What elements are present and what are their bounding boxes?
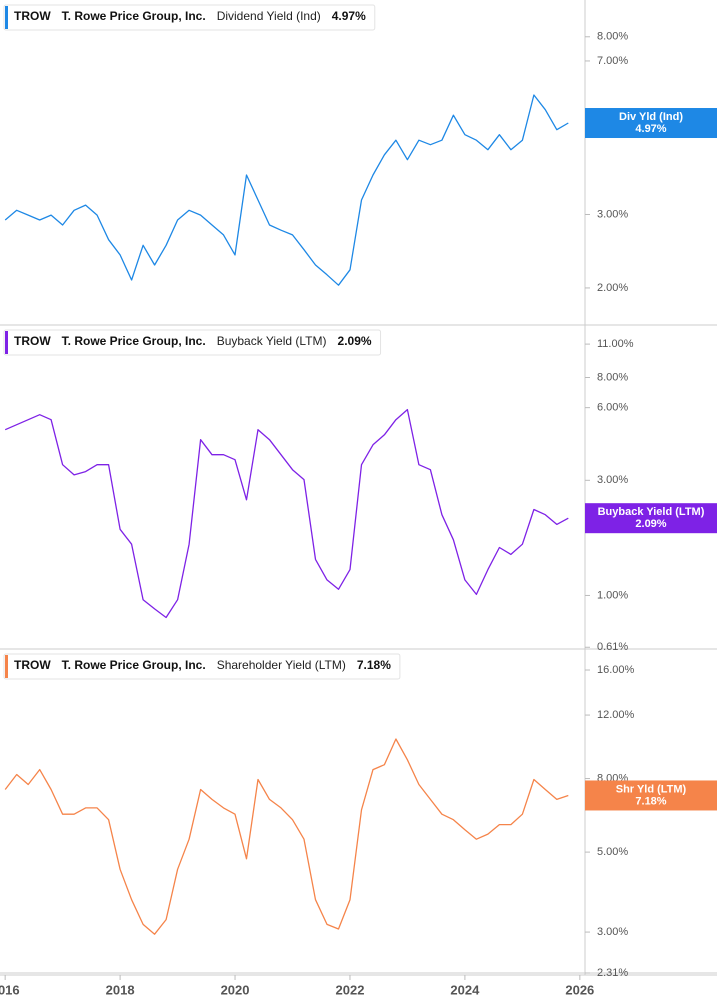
y-tick-label: 3.00% (597, 208, 628, 220)
x-tick-label: 2018 (106, 982, 135, 997)
legend-box (3, 653, 401, 680)
legend-company: T. Rowe Price Group, Inc. (62, 9, 206, 23)
y-tick-label: 12.00% (597, 709, 635, 721)
y-tick-label: 16.00% (597, 664, 635, 676)
y-tick-label: 2.00% (597, 282, 628, 294)
y-tick-label: 0.61% (597, 641, 628, 653)
y-tick-label: 6.00% (597, 402, 628, 414)
y-tick-label: 1.00% (597, 589, 628, 601)
x-tick-label: 2022 (336, 982, 365, 997)
legend-value: 7.18% (357, 658, 391, 672)
value-marker-name: Div Yld (Ind) (619, 111, 683, 123)
value-marker-name: Buyback Yield (LTM) (598, 506, 705, 518)
x-tick-label: 2024 (450, 982, 480, 997)
y-tick-label: 8.00% (597, 371, 628, 383)
legend-series-name: Shareholder Yield (LTM) (217, 658, 346, 672)
legend-swatch (5, 6, 8, 29)
legend-swatch (5, 331, 8, 354)
series-line (4, 94, 569, 286)
series-line (4, 738, 569, 935)
y-tick-label: 11.00% (597, 338, 634, 350)
value-marker-label: 4.97% (635, 123, 666, 135)
value-marker-label: 2.09% (635, 518, 666, 530)
x-tick-label: 2026 (565, 982, 594, 997)
value-marker (585, 108, 717, 139)
legend-box (3, 329, 382, 356)
legend-company: T. Rowe Price Group, Inc. (62, 658, 206, 672)
y-tick-label: 7.00% (597, 55, 628, 67)
y-tick-label: 3.00% (597, 926, 628, 938)
y-tick-label: 8.00% (597, 31, 628, 43)
series-line (4, 408, 569, 619)
y-tick-label: 3.00% (597, 474, 628, 486)
value-marker (585, 780, 717, 811)
legend-ticker: TROW (14, 658, 51, 672)
value-marker-name: Shr Yld (LTM) (616, 783, 687, 795)
legend-company: T. Rowe Price Group, Inc. (62, 334, 206, 348)
legend-series-name: Buyback Yield (LTM) (217, 334, 327, 348)
legend-ticker: TROW (14, 334, 51, 348)
x-tick-label: 2020 (221, 982, 250, 997)
legend-series-name: Dividend Yield (Ind) (217, 9, 321, 23)
value-marker-label: 7.18% (635, 795, 666, 807)
legend-value: 4.97% (332, 9, 366, 23)
legend-swatch (5, 655, 8, 678)
y-tick-label: 2.31% (597, 967, 628, 979)
legend-ticker: TROW (14, 9, 51, 23)
x-tick-label: 2016 (0, 982, 20, 997)
value-marker (585, 503, 717, 534)
y-tick-label: 5.00% (597, 846, 628, 858)
legend-box (3, 4, 376, 31)
legend-value: 2.09% (338, 334, 372, 348)
